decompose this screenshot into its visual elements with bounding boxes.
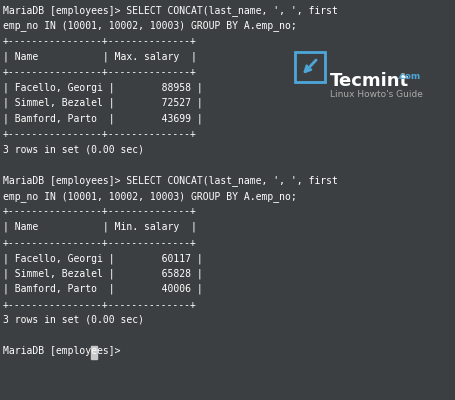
Bar (91, 346, 97, 358)
Text: +----------------+--------------+: +----------------+--------------+ (3, 206, 197, 216)
Text: Linux Howto's Guide: Linux Howto's Guide (330, 90, 423, 99)
Text: 3 rows in set (0.00 sec): 3 rows in set (0.00 sec) (3, 144, 144, 154)
Text: | Name           | Min. salary  |: | Name | Min. salary | (3, 222, 197, 232)
Text: +----------------+--------------+: +----------------+--------------+ (3, 129, 197, 139)
Text: MariaDB [employees]>: MariaDB [employees]> (3, 346, 126, 356)
Text: +----------------+--------------+: +----------------+--------------+ (3, 300, 197, 310)
Text: | Simmel, Bezalel |        72527 |: | Simmel, Bezalel | 72527 | (3, 98, 203, 108)
Text: | Bamford, Parto  |        40006 |: | Bamford, Parto | 40006 | (3, 284, 203, 294)
Text: | Facello, Georgi |        60117 |: | Facello, Georgi | 60117 | (3, 253, 203, 264)
Text: 3 rows in set (0.00 sec): 3 rows in set (0.00 sec) (3, 315, 144, 325)
Text: MariaDB [employees]> SELECT CONCAT(last_name, ', ', first: MariaDB [employees]> SELECT CONCAT(last_… (3, 5, 338, 16)
Text: | Facello, Georgi |        88958 |: | Facello, Georgi | 88958 | (3, 82, 203, 93)
Text: | Simmel, Bezalel |        65828 |: | Simmel, Bezalel | 65828 | (3, 268, 203, 279)
Text: | Name           | Max. salary  |: | Name | Max. salary | (3, 52, 197, 62)
Text: emp_no IN (10001, 10002, 10003) GROUP BY A.emp_no;: emp_no IN (10001, 10002, 10003) GROUP BY… (3, 20, 297, 32)
Text: Tecmint: Tecmint (330, 72, 409, 90)
Text: +----------------+--------------+: +----------------+--------------+ (3, 238, 197, 248)
Text: +----------------+--------------+: +----------------+--------------+ (3, 67, 197, 77)
Text: MariaDB [employees]> SELECT CONCAT(last_name, ', ', first: MariaDB [employees]> SELECT CONCAT(last_… (3, 176, 338, 186)
Text: emp_no IN (10001, 10002, 10003) GROUP BY A.emp_no;: emp_no IN (10001, 10002, 10003) GROUP BY… (3, 191, 297, 202)
Text: .com: .com (396, 72, 420, 81)
Text: +----------------+--------------+: +----------------+--------------+ (3, 36, 197, 46)
Text: | Bamford, Parto  |        43699 |: | Bamford, Parto | 43699 | (3, 114, 203, 124)
